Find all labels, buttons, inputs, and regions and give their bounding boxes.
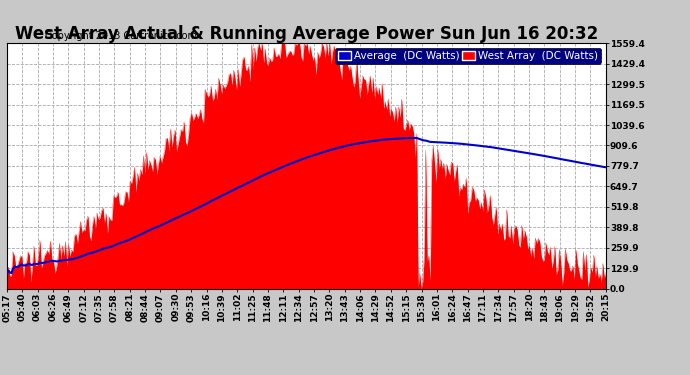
Text: Copyright 2013 Cartronics.com: Copyright 2013 Cartronics.com	[45, 32, 197, 41]
Legend: Average  (DC Watts), West Array  (DC Watts): Average (DC Watts), West Array (DC Watts…	[335, 48, 600, 63]
Title: West Array Actual & Running Average Power Sun Jun 16 20:32: West Array Actual & Running Average Powe…	[14, 25, 598, 43]
